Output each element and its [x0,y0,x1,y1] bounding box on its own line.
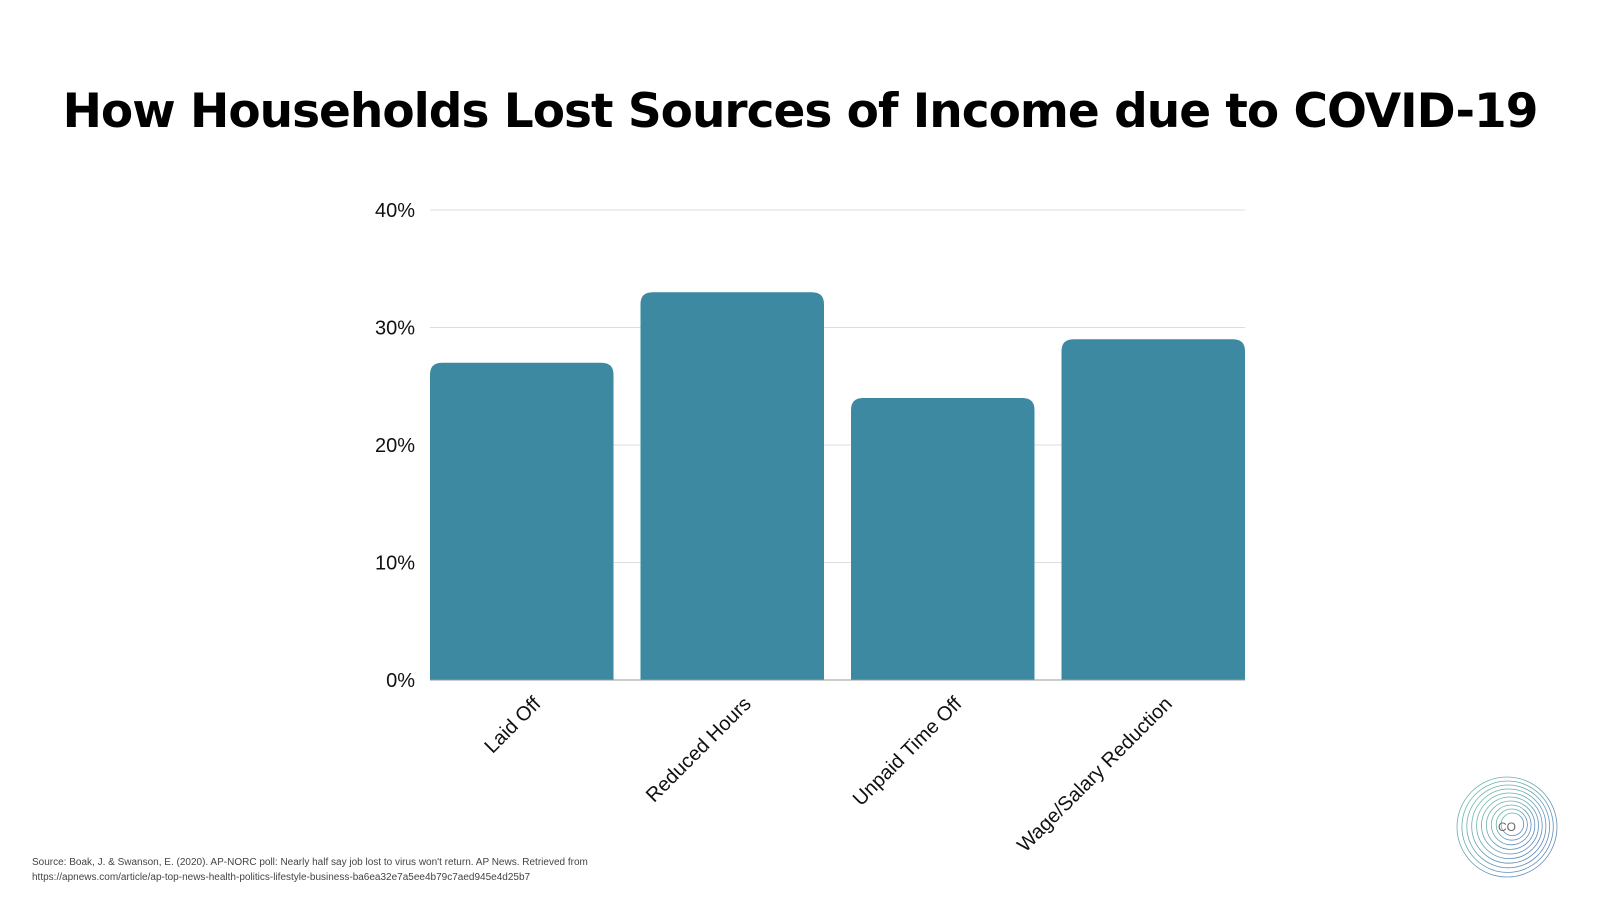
y-tick-label: 20% [375,435,415,457]
source-citation: Source: Boak, J. & Swanson, E. (2020). A… [32,855,588,885]
y-tick-label: 30% [375,318,415,340]
logo-ring [1485,800,1536,850]
bar-reduced-hours [640,292,824,680]
x-tick-label: Laid Off [480,693,545,758]
y-axis-tick-labels: 0% 10% 20% 30% 40% [375,200,415,692]
logo-ring [1500,812,1525,837]
x-tick-label: Wage/Salary Reduction [1013,693,1177,857]
source-line-1: Source: Boak, J. & Swanson, E. (2020). A… [32,857,588,868]
x-axis-tick-labels: Laid Off Reduced Hours Unpaid Time Off Wage… [480,693,1176,857]
concentric-circles-logo-icon: CO [1456,776,1558,878]
logo-ring [1495,808,1528,841]
x-tick-label: Unpaid Time Off [849,693,967,811]
logo-ring [1456,776,1558,878]
logo-ring [1466,784,1551,869]
logo-ring [1471,788,1547,864]
x-tick-label: Reduced Hours [642,693,756,807]
logo-ring [1490,804,1532,846]
bar-laid-off [430,362,614,680]
y-tick-label: 10% [375,553,415,575]
chart-title: How Households Lost Sources of Income du… [62,84,1539,139]
bar-unpaid-time-off [851,398,1035,680]
bar-wage-salary-reduction [1061,339,1245,680]
logo-ring [1461,780,1554,873]
y-tick-label: 40% [375,200,415,222]
source-line-2: https://apnews.com/article/ap-top-news-h… [32,872,531,883]
bars [430,292,1245,680]
y-tick-label: 0% [386,670,415,692]
logo-text: CO [1498,820,1516,834]
logo-ring [1476,792,1543,859]
logo-ring [1481,796,1539,855]
